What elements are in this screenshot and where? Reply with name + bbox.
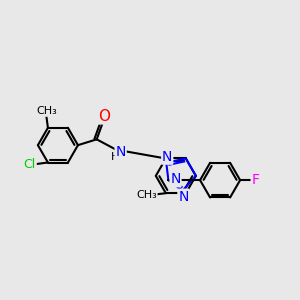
Text: O: O [98,109,110,124]
Text: Cl: Cl [24,158,36,171]
Text: CH₃: CH₃ [36,106,57,116]
Text: CH₃: CH₃ [136,190,157,200]
Text: F: F [252,173,260,187]
Text: H: H [111,152,119,162]
Text: N: N [178,190,189,203]
Text: N: N [170,172,181,187]
Text: N: N [116,145,126,159]
Text: N: N [162,150,172,164]
